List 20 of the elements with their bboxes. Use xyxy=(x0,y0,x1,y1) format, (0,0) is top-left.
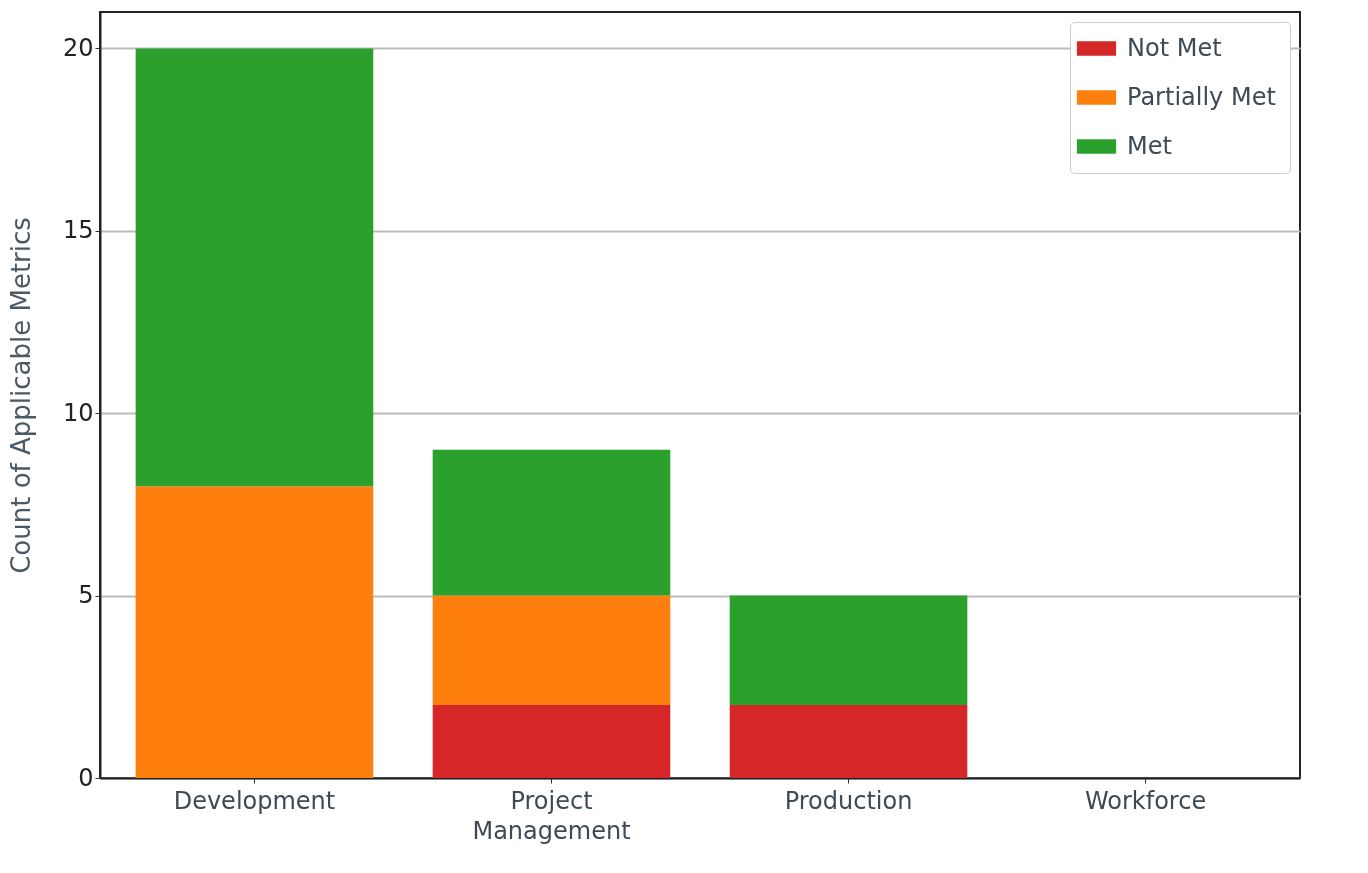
x-tick-label: Production xyxy=(784,786,913,815)
bar xyxy=(135,48,374,487)
y-tick-label: 5 xyxy=(78,581,94,610)
x-tick-label: Workforce xyxy=(1084,786,1207,815)
y-tick-label: 0 xyxy=(78,763,94,792)
bar xyxy=(432,449,671,596)
bar xyxy=(432,595,671,706)
bar xyxy=(432,705,671,778)
bar xyxy=(135,486,374,778)
y-tick-label: 20 xyxy=(62,33,94,62)
legend-label: Partially Met xyxy=(1127,82,1276,111)
bar xyxy=(729,595,968,706)
x-tick-label: Project Management xyxy=(472,786,631,845)
legend-label: Met xyxy=(1127,131,1172,160)
x-tick-label: Development xyxy=(173,786,336,815)
y-tick-label: 10 xyxy=(62,398,94,427)
legend-label: Not Met xyxy=(1127,33,1222,62)
y-axis-title: Count of Applicable Metrics xyxy=(5,217,36,574)
bar xyxy=(729,705,968,778)
y-tick-label: 15 xyxy=(62,216,94,245)
